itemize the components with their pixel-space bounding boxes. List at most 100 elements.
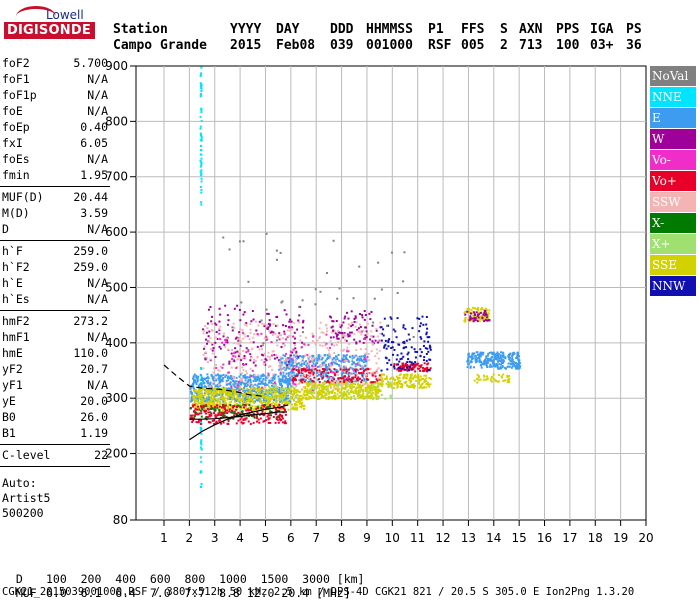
param-row: h`E N/A [2,276,108,292]
echo-point [497,354,500,357]
echo-point [406,369,409,372]
echo-point [504,357,507,360]
echo-point [189,407,192,410]
echo-point [311,360,314,363]
echo-point [297,370,300,373]
echo-point [274,386,277,389]
echo-point [192,382,195,385]
echo-point [354,325,357,328]
echo-point [309,371,312,374]
echo-point [333,386,336,389]
echo-point [236,395,239,398]
echo-point [425,331,428,334]
echo-point [314,303,317,306]
echo-point [231,349,234,352]
echo-point [281,300,284,303]
echo-point [514,361,517,364]
echo-point [280,363,283,366]
echo-point [205,397,208,400]
echo-point [260,407,263,410]
param-label: foF1 [2,72,30,86]
echo-point [397,363,400,366]
echo-point [236,350,239,353]
echo-point [285,352,288,355]
echo-point [330,365,333,368]
echo-point [268,379,271,382]
echo-point [366,332,369,335]
echo-point [269,323,272,326]
echo-point [406,374,409,377]
echo-point [280,399,283,402]
echo-point [211,377,214,380]
echo-point [356,373,359,376]
echo-point [252,394,255,397]
echo-point [278,392,281,395]
echo-point [241,377,244,380]
echo-point [192,386,195,389]
echo-point [396,354,399,357]
echo-point [341,377,344,380]
echo-point [355,342,358,345]
echo-point [267,398,270,401]
echo-point [362,395,365,398]
echo-point [308,391,311,394]
echo-point [196,397,199,400]
echo-point [297,371,300,374]
echo-point [331,363,334,366]
echo-point [195,383,198,386]
echo-point [325,385,328,388]
echo-point [381,380,384,383]
echo-point [388,359,391,362]
echo-point [220,374,223,377]
echo-point [203,345,206,348]
echo-point [285,401,288,404]
echo-point [200,149,203,152]
echo-point [345,378,348,381]
echo-point [323,341,326,344]
echo-point [284,413,287,416]
echo-point [273,391,276,394]
echo-point [289,354,292,357]
echo-point [292,371,295,374]
echo-point [221,395,224,398]
echo-point [313,391,316,394]
echo-point [333,330,336,333]
echo-point [511,355,514,358]
echo-point [202,397,205,400]
echo-point [354,315,357,318]
echo-point [345,348,348,351]
echo-point [371,340,374,343]
echo-point [476,373,479,376]
echo-point [238,406,241,409]
echo-point [245,324,248,327]
echo-point [234,382,237,385]
echo-point [319,363,322,366]
echo-point [211,405,214,408]
echo-point [329,363,332,366]
echo-point [511,359,514,362]
echo-point [395,336,398,339]
echo-point [315,369,318,372]
echo-point [281,393,284,396]
echo-point [222,363,225,366]
echo-point [250,394,253,397]
echo-point [262,408,265,411]
y-tick-label: 900 [105,59,128,73]
echo-point [343,368,346,371]
echo-point [418,379,421,382]
echo-point [326,390,329,393]
echo-point [360,381,363,384]
echo-point [517,361,520,364]
echo-point [284,361,287,364]
echo-point [239,387,242,390]
echo-point [311,390,314,393]
echo-point [415,376,418,379]
echo-point [486,359,489,362]
echo-point [410,379,413,382]
echo-point [300,399,303,402]
echo-point [326,388,329,391]
x-tick-label: 7 [312,531,320,545]
param-label: C-level [2,448,51,462]
echo-point [245,409,248,412]
echo-point [198,408,201,411]
